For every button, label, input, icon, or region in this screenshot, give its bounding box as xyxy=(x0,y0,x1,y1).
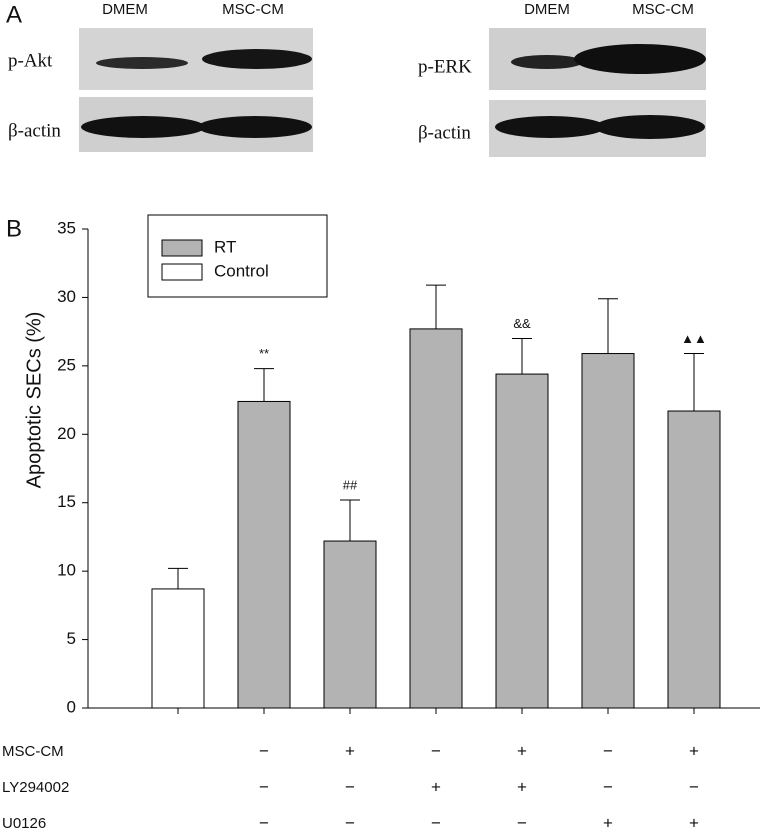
significance-mark: ▲▲ xyxy=(681,331,707,346)
bar xyxy=(495,373,549,709)
bar xyxy=(581,353,635,709)
treatment-sign: − xyxy=(345,777,355,796)
treatment-sign: − xyxy=(517,813,527,832)
panel-label: A xyxy=(6,1,22,28)
band xyxy=(511,55,583,69)
y-tick-label: 20 xyxy=(57,424,76,443)
band xyxy=(81,116,205,138)
blot-label: p-ERK xyxy=(418,56,472,77)
bar xyxy=(667,410,721,709)
treatment-sign: − xyxy=(431,741,441,760)
bar xyxy=(237,400,291,709)
column-label: DMEM xyxy=(102,1,148,18)
legend-swatch xyxy=(161,239,203,257)
column-label: MSC-CM xyxy=(222,1,284,18)
significance-mark: && xyxy=(513,316,531,331)
treatment-sign: + xyxy=(345,741,355,760)
treatment-sign: + xyxy=(603,813,613,832)
treatment-sign: − xyxy=(259,741,269,760)
y-tick-label: 15 xyxy=(57,492,76,511)
significance-mark: ** xyxy=(259,346,269,361)
treatment-label: LY294002 xyxy=(2,779,69,796)
treatment-sign: + xyxy=(517,741,527,760)
treatment-sign: − xyxy=(259,777,269,796)
band xyxy=(574,44,706,74)
treatment-sign: + xyxy=(689,813,699,832)
treatment-sign: − xyxy=(259,813,269,832)
treatment-label: MSC-CM xyxy=(2,743,64,760)
treatment-sign: + xyxy=(431,777,441,796)
band xyxy=(595,115,705,139)
legend-label: Control xyxy=(214,261,269,280)
band xyxy=(198,116,312,138)
bar xyxy=(409,328,463,709)
band xyxy=(96,57,188,69)
treatment-sign: − xyxy=(603,777,613,796)
y-tick-label: 5 xyxy=(67,629,76,648)
band xyxy=(202,49,312,69)
bar xyxy=(151,588,205,709)
y-tick-label: 35 xyxy=(57,218,76,237)
treatment-label: U0126 xyxy=(2,815,46,832)
treatment-sign: − xyxy=(431,813,441,832)
column-label: MSC-CM xyxy=(632,1,694,18)
panel-label: B xyxy=(6,215,22,242)
treatment-sign: − xyxy=(345,813,355,832)
treatment-sign: + xyxy=(689,741,699,760)
column-label: DMEM xyxy=(524,1,570,18)
treatment-sign: − xyxy=(689,777,699,796)
y-tick-label: 30 xyxy=(57,287,76,306)
band xyxy=(495,116,605,138)
y-tick-label: 25 xyxy=(57,355,76,374)
treatment-sign: − xyxy=(603,741,613,760)
y-tick-label: 10 xyxy=(57,561,76,580)
bar xyxy=(323,540,377,709)
panel-a: A DMEM MSC-CM DMEM MSC-CM p-Akt β-actin … xyxy=(6,1,706,157)
legend-label: RT xyxy=(214,237,236,256)
blot-label: p-Akt xyxy=(8,50,53,71)
significance-mark: ## xyxy=(343,477,358,492)
blot-label: β-actin xyxy=(8,120,61,141)
treatment-sign: + xyxy=(517,777,527,796)
blot-label: β-actin xyxy=(418,122,471,143)
y-tick-label: 0 xyxy=(67,697,76,716)
legend-swatch xyxy=(161,263,203,281)
y-axis-label: Apoptotic SECs (%) xyxy=(23,312,45,489)
